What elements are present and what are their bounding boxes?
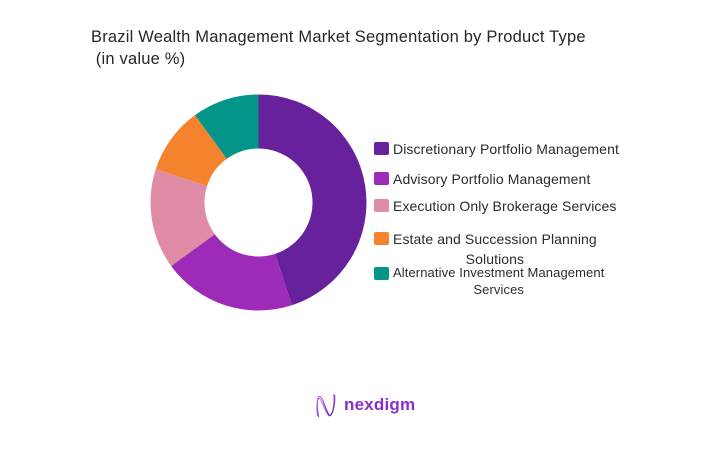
donut-slice-1 xyxy=(171,234,292,311)
donut-slice-4 xyxy=(195,94,259,159)
nexdigm-n-squiggle-icon xyxy=(316,393,336,418)
nexdigm-logo: nexdigm xyxy=(314,391,415,419)
legend-item-execution: Execution Only Brokerage Services xyxy=(374,196,617,216)
chart-title: Brazil Wealth Management Market Segmenta… xyxy=(91,26,651,70)
donut-slice-0 xyxy=(258,94,367,306)
legend-label: Discretionary Portfolio Management xyxy=(393,141,619,157)
donut-slice-2 xyxy=(150,169,215,266)
legend-item-estate: Estate and Succession Planning Solutions xyxy=(374,229,597,269)
legend-swatch xyxy=(374,199,389,212)
legend-swatch xyxy=(374,172,389,185)
donut-chart xyxy=(150,94,367,311)
legend-label: Execution Only Brokerage Services xyxy=(393,198,617,214)
legend-swatch xyxy=(374,267,389,280)
nexdigm-logo-text: nexdigm xyxy=(344,395,416,414)
legend-label: Alternative Investment Management Service… xyxy=(393,265,605,297)
legend-label: Estate and Succession Planning Solutions xyxy=(393,231,597,267)
chart-title-line2: (in value %) xyxy=(91,50,186,68)
legend-item-discretionary: Discretionary Portfolio Management xyxy=(374,139,619,159)
legend-swatch xyxy=(374,142,389,155)
chart-title-line1: Brazil Wealth Management Market Segmenta… xyxy=(91,28,586,46)
donut-slice-3 xyxy=(155,115,227,186)
legend-item-alternative: Alternative Investment Management Service… xyxy=(374,264,604,298)
legend-label: Advisory Portfolio Management xyxy=(393,171,591,187)
legend-item-advisory: Advisory Portfolio Management xyxy=(374,169,590,189)
legend-swatch xyxy=(374,232,389,245)
